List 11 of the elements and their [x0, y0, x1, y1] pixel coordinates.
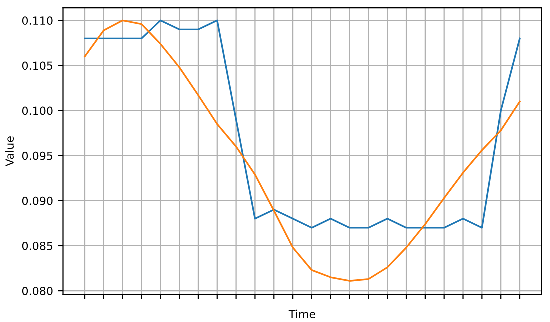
y-axis-title: Value: [5, 136, 14, 167]
y-tick-label: 0.100: [22, 106, 53, 116]
x-axis-title: Time: [288, 310, 316, 319]
y-tick-label: 0.110: [22, 16, 53, 26]
y-tick-label: 0.085: [22, 242, 53, 250]
y-tick-label: 0.105: [22, 62, 53, 70]
y-tick-label: 0.080: [22, 287, 53, 296]
y-tick-label: 0.095: [22, 152, 53, 160]
line-series: [84, 20, 521, 229]
line-series: [84, 20, 521, 282]
y-tick-label: 0.090: [22, 196, 53, 206]
